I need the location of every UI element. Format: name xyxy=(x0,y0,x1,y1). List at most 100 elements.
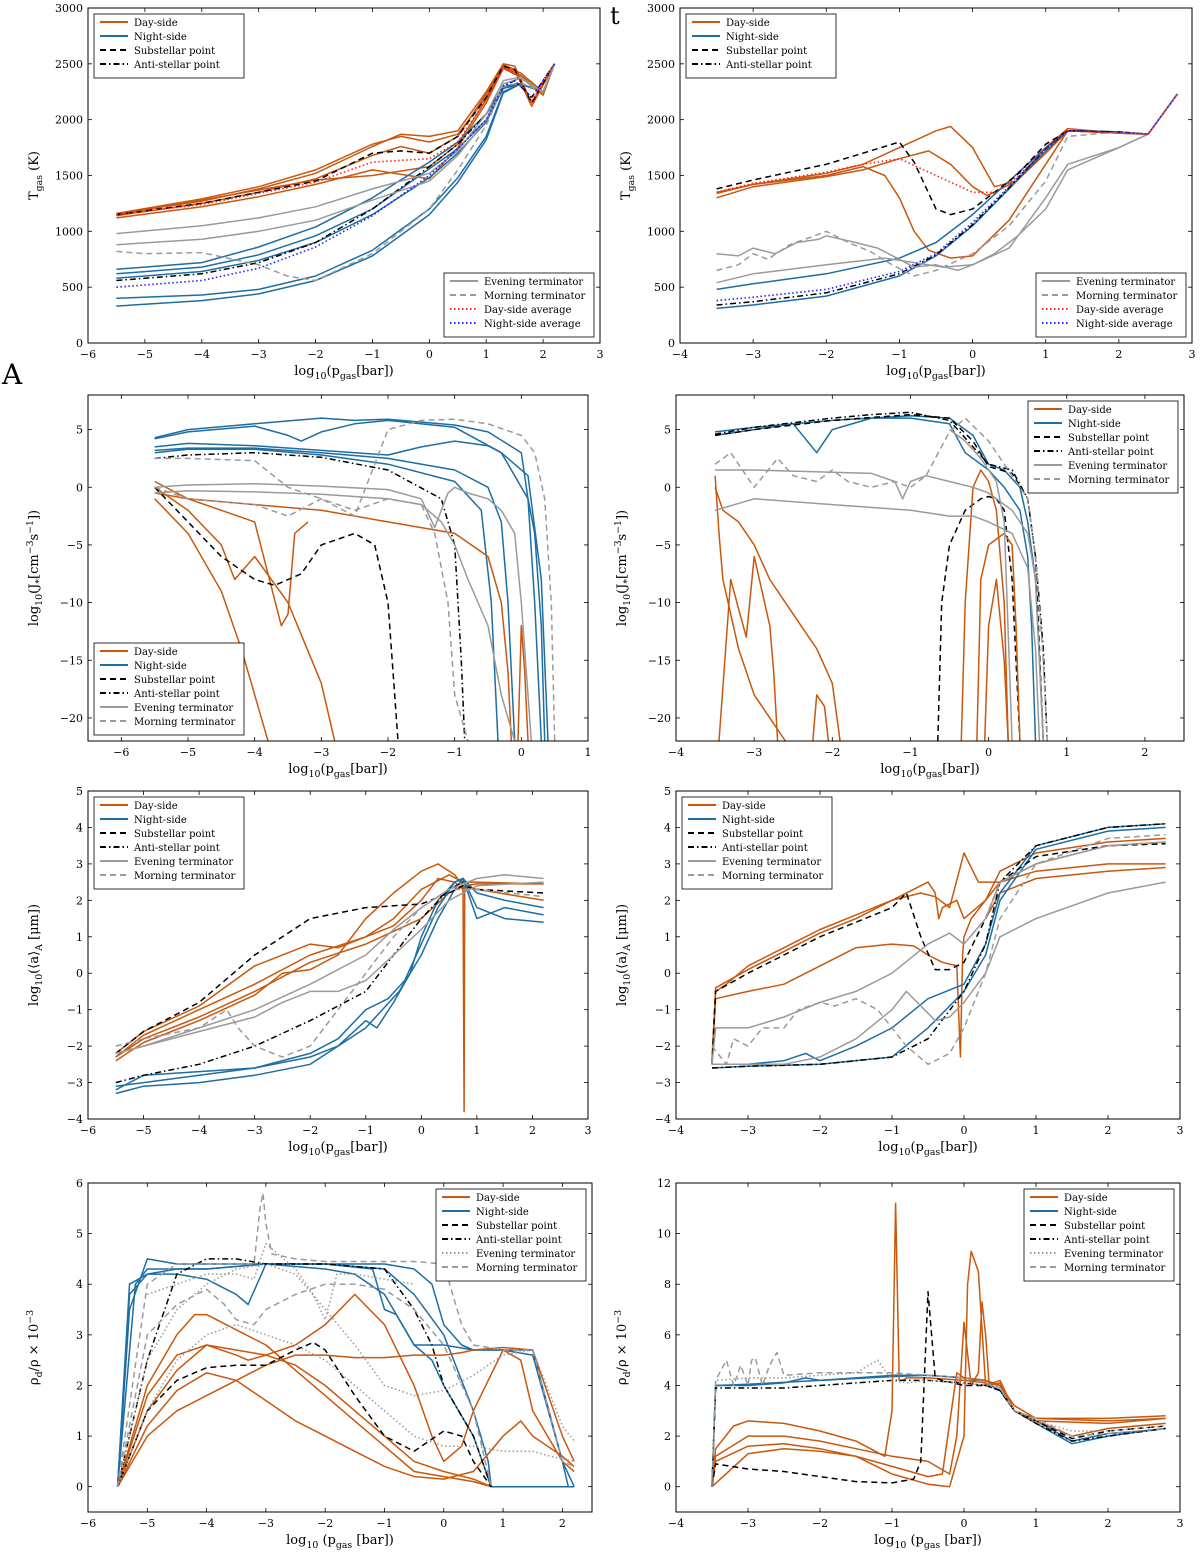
legend-label-anti: Anti-stellar point xyxy=(133,843,220,854)
x-tick-label: −1 xyxy=(364,348,380,361)
y-tick-label: 2 xyxy=(664,894,671,907)
legend-label-night: Night-side xyxy=(722,815,775,826)
x-axis-label: log10 (pgas [bar]) xyxy=(874,1533,982,1551)
x-tick-label: −1 xyxy=(884,1517,900,1530)
series-line-evening-13 xyxy=(147,1242,415,1321)
series-line-sub-10 xyxy=(154,486,399,741)
series-line-day-5 xyxy=(116,1313,492,1488)
legend-label-morning: Morning terminator xyxy=(722,871,824,882)
y-tick-label: 0 xyxy=(664,967,671,980)
x-tick-label: −4 xyxy=(191,1124,207,1137)
series-group xyxy=(714,411,1048,741)
series-line-day-8 xyxy=(812,694,830,741)
series-line-night-2 xyxy=(154,440,546,741)
y-tick-label: 3 xyxy=(664,858,671,871)
x-axis-label: log10(pgas[bar]) xyxy=(880,762,979,780)
legend: Evening terminator Morning terminator Day-… xyxy=(1035,272,1187,338)
series-line-sub-2 xyxy=(714,413,1045,741)
x-tick-label: 1 xyxy=(1033,1517,1040,1530)
x-tick-label: 1 xyxy=(473,1124,480,1137)
series-line-evening-8 xyxy=(711,1359,1166,1487)
series-line-day-9 xyxy=(960,469,1009,741)
chart-tgas_right: −4 −3 −2 −1 0 1 2 3 0 500 1000 1500 2000 2500 3000 log1… xyxy=(619,2,1196,382)
y-axis-label: log10(⟨a⟩A [μm]) xyxy=(615,904,633,1006)
legend-label-nightavg: Night-side average xyxy=(1076,319,1173,330)
series-line-anti-8 xyxy=(115,881,464,1084)
series-line-evening-13 xyxy=(154,489,516,741)
series-line-night-3 xyxy=(716,93,1179,291)
series-line-morning-15 xyxy=(116,1283,492,1487)
legend-label-morning: Morning terminator xyxy=(134,871,236,882)
series-line-evening-11 xyxy=(116,1323,575,1487)
y-tick-label: 0 xyxy=(76,337,83,350)
series-line-morning-15 xyxy=(714,417,1048,741)
legend-label-day: Day-side xyxy=(134,801,178,812)
legend-label-morning: Morning terminator xyxy=(1068,475,1170,486)
series-line-evening-12 xyxy=(154,483,533,741)
y-tick-label: 1000 xyxy=(647,225,675,238)
legend-label-sub: Substellar point xyxy=(134,46,215,57)
series-line-night-1 xyxy=(715,415,1045,741)
x-axis-label: log10(pgas[bar]) xyxy=(886,364,985,382)
x-tick-label: −4 xyxy=(198,1517,214,1530)
y-tick-label: 3000 xyxy=(55,2,83,15)
series-line-morning-14 xyxy=(154,418,556,741)
series-line-sub-6 xyxy=(711,843,1166,1065)
legend: Day-side Night-side Substellar point Anti-s… xyxy=(93,642,245,736)
y-tick-label: −5 xyxy=(67,539,83,552)
x-tick-label: −2 xyxy=(302,1124,318,1137)
y-tick-label: 3000 xyxy=(647,2,675,15)
series-group xyxy=(716,93,1179,310)
x-tick-label: −2 xyxy=(818,348,834,361)
legend-label-anti: Anti-stellar point xyxy=(475,1235,562,1246)
x-tick-label: −2 xyxy=(812,1124,828,1137)
y-tick-label: −10 xyxy=(648,597,671,610)
axes-frame xyxy=(87,394,589,742)
series-line-sub-10 xyxy=(116,63,556,216)
y-tick-label: 2500 xyxy=(647,58,675,71)
legend-label-day: Day-side xyxy=(134,18,178,29)
x-tick-label: 2 xyxy=(1141,746,1148,759)
x-tick-label: −3 xyxy=(313,746,329,759)
series-line-day-1 xyxy=(115,874,544,1054)
series-line-anti-7 xyxy=(711,1379,1166,1487)
chart-ratio_left: −6 −5 −4 −3 −2 −1 0 1 2 0 1 2 3 4 5 6 log10 (pgas [bar])… xyxy=(25,1177,593,1551)
legend-label-sub: Substellar point xyxy=(722,829,803,840)
y-axis-label: log10(J*[cm−3s−1]) xyxy=(613,510,633,626)
axes-frame xyxy=(87,1182,593,1513)
legend: Day-side Night-side Substellar point Anti-s… xyxy=(93,796,245,890)
x-tick-label: −5 xyxy=(137,348,153,361)
x-tick-label: 0 xyxy=(985,746,992,759)
x-tick-label: −3 xyxy=(745,348,761,361)
series-group xyxy=(115,863,544,1113)
y-tick-label: 2000 xyxy=(55,114,83,127)
series-line-night-4 xyxy=(115,877,544,1091)
y-axis-label: log10(J*[cm−3s−1]) xyxy=(25,510,45,626)
series-line-night-1 xyxy=(116,1263,575,1488)
series-line-day-5 xyxy=(154,486,336,741)
x-tick-label: −2 xyxy=(317,1517,333,1530)
series-line-night-8 xyxy=(116,63,556,307)
chart-size_left: −6 −5 −4 −3 −2 −1 0 1 2 3 −4 −3 −2 −1 0 1 2 3 4 5 log10(pgas… xyxy=(27,785,592,1158)
legend-frame xyxy=(1023,1188,1175,1282)
y-tick-label: 4 xyxy=(76,1278,83,1291)
y-tick-label: 0 xyxy=(668,337,675,350)
legend-frame xyxy=(435,1188,587,1282)
x-tick-label: −2 xyxy=(812,1517,828,1530)
legend-label-evening: Evening terminator xyxy=(722,857,821,868)
x-tick-label: 1 xyxy=(1042,348,1049,361)
legend-frame xyxy=(93,796,245,890)
panel-label-a: A xyxy=(2,358,23,391)
series-line-night-1 xyxy=(154,419,549,741)
x-tick-label: 0 xyxy=(426,348,433,361)
y-tick-label: 1500 xyxy=(647,170,675,183)
series-line-day-1 xyxy=(716,93,1179,199)
y-tick-label: 5 xyxy=(76,424,83,437)
x-axis-label: log10(pgas[bar]) xyxy=(294,364,393,382)
series-line-anti-7 xyxy=(711,823,1166,1069)
y-tick-label: −15 xyxy=(648,654,671,667)
series-line-day-2 xyxy=(115,863,464,1062)
legend-label-night: Night-side xyxy=(476,1207,529,1218)
x-tick-label: 0 xyxy=(969,348,976,361)
